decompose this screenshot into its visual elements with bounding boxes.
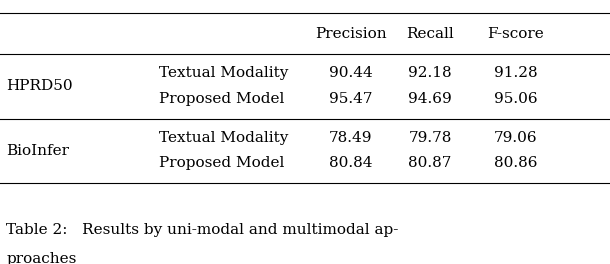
Text: 91.28: 91.28 xyxy=(493,66,537,80)
Text: Table 2:   Results by uni-modal and multimodal ap-: Table 2: Results by uni-modal and multim… xyxy=(6,223,398,237)
Text: 80.84: 80.84 xyxy=(329,157,373,171)
Text: Recall: Recall xyxy=(406,27,454,41)
Text: 79.06: 79.06 xyxy=(493,131,537,145)
Text: 79.78: 79.78 xyxy=(408,131,452,145)
Text: F-score: F-score xyxy=(487,27,544,41)
Text: Textual Modality: Textual Modality xyxy=(159,131,288,145)
Text: 90.44: 90.44 xyxy=(329,66,373,80)
Text: Precision: Precision xyxy=(315,27,387,41)
Text: HPRD50: HPRD50 xyxy=(6,79,73,93)
Text: 78.49: 78.49 xyxy=(329,131,373,145)
Text: Proposed Model: Proposed Model xyxy=(159,92,284,106)
Text: 92.18: 92.18 xyxy=(408,66,452,80)
Text: 80.87: 80.87 xyxy=(408,157,452,171)
Text: 95.47: 95.47 xyxy=(329,92,373,106)
Text: Proposed Model: Proposed Model xyxy=(159,157,284,171)
Text: 80.86: 80.86 xyxy=(493,157,537,171)
Text: Textual Modality: Textual Modality xyxy=(159,66,288,80)
Text: 94.69: 94.69 xyxy=(408,92,452,106)
Text: proaches: proaches xyxy=(6,252,76,264)
Text: BioInfer: BioInfer xyxy=(6,144,69,158)
Text: 95.06: 95.06 xyxy=(493,92,537,106)
